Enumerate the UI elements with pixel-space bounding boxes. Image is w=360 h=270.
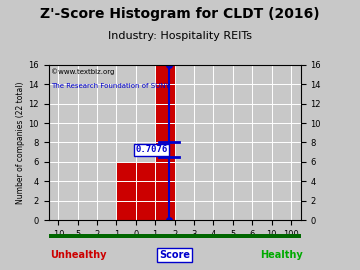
Bar	[155, 65, 175, 220]
Text: ©www.textbiz.org: ©www.textbiz.org	[51, 68, 114, 75]
Text: Healthy: Healthy	[260, 250, 302, 260]
Text: Score: Score	[159, 250, 190, 260]
Text: Industry: Hospitality REITs: Industry: Hospitality REITs	[108, 31, 252, 41]
Bar	[116, 162, 155, 220]
Text: The Research Foundation of SUNY: The Research Foundation of SUNY	[51, 83, 170, 89]
Y-axis label: Number of companies (22 total): Number of companies (22 total)	[17, 81, 26, 204]
Text: 0.7076: 0.7076	[136, 145, 168, 154]
Text: Unhealthy: Unhealthy	[50, 250, 107, 260]
Text: Z'-Score Histogram for CLDT (2016): Z'-Score Histogram for CLDT (2016)	[40, 7, 320, 21]
